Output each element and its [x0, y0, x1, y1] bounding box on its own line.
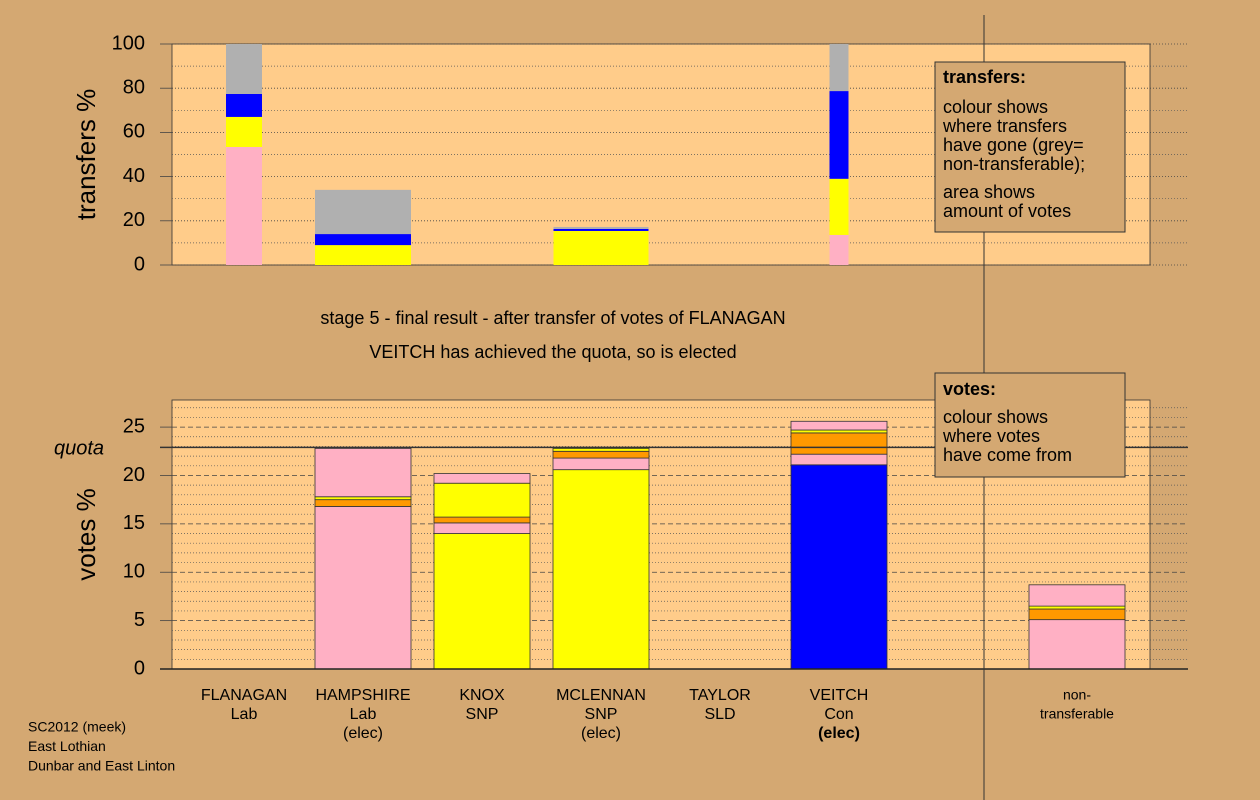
y-tick-label: 5	[134, 609, 145, 631]
bar-segment	[552, 447, 650, 452]
x-tick-label: Lab	[231, 706, 258, 723]
bar-segment	[315, 234, 411, 246]
footer-text: East Lothian	[28, 738, 106, 754]
bar-segment	[315, 245, 411, 265]
y-tick-label: 15	[123, 512, 145, 534]
x-tick-label: SNP	[466, 706, 499, 723]
y-tick-label: 10	[123, 561, 145, 583]
note-text: where votes	[942, 426, 1040, 446]
note-text: have gone (grey=	[943, 135, 1084, 155]
bar-segment	[1028, 608, 1126, 621]
note-heading: transfers:	[943, 67, 1026, 87]
bar-segment	[790, 453, 888, 466]
note-text: colour shows	[943, 97, 1048, 117]
y-tick-label: 100	[112, 32, 145, 54]
note-text: non-transferable);	[943, 154, 1085, 174]
x-tick-label: FLANAGAN	[201, 687, 287, 704]
bar-segment	[314, 496, 412, 501]
x-tick-label: TAYLOR	[689, 687, 751, 704]
y-tick-label: 25	[123, 415, 145, 437]
note-text: amount of votes	[943, 201, 1071, 221]
bar-segment	[829, 234, 849, 265]
bar-segment	[1028, 605, 1126, 610]
footer-text: SC2012 (meek)	[28, 719, 126, 735]
bar-segment	[226, 116, 262, 147]
bar-segment	[315, 189, 411, 235]
bar-segment	[433, 533, 531, 670]
bar-segment	[433, 482, 531, 518]
x-tick-label: (elec)	[818, 725, 860, 742]
bar-segment	[1028, 584, 1126, 607]
bar-segment	[552, 450, 650, 459]
bar-segment	[314, 506, 412, 670]
x-tick-label: transferable	[1040, 706, 1114, 722]
bar-segment	[790, 464, 888, 670]
bar-segment	[553, 228, 649, 231]
quota-label: quota	[54, 438, 104, 460]
y-tick-label: 60	[123, 121, 145, 143]
x-tick-label: SLD	[704, 706, 735, 723]
bar-segment	[829, 44, 849, 92]
chart-subtitle: VEITCH has achieved the quota, so is ele…	[369, 342, 736, 362]
x-tick-label: (elec)	[581, 725, 621, 742]
bar-segment	[829, 178, 849, 235]
x-tick-label: VEITCH	[810, 687, 869, 704]
bar-segment	[552, 457, 650, 471]
bar-segment	[1028, 619, 1126, 670]
bar-segment	[433, 473, 531, 484]
y-axis-label: transfers %	[71, 89, 101, 221]
note-heading: votes:	[943, 379, 996, 399]
y-axis-label: votes %	[71, 488, 101, 581]
x-tick-label: SNP	[585, 706, 618, 723]
bar-segment	[226, 93, 262, 117]
x-tick-label: (elec)	[343, 725, 383, 742]
bar-segment	[552, 469, 650, 670]
note-box	[934, 61, 1126, 233]
y-tick-label: 0	[134, 253, 145, 275]
x-tick-label: MCLENNAN	[556, 687, 646, 704]
y-tick-label: 20	[123, 464, 145, 486]
y-tick-label: 40	[123, 165, 145, 187]
footer-text: Dunbar and East Linton	[28, 758, 175, 774]
bar-segment	[433, 516, 531, 524]
bar-segment	[790, 420, 888, 431]
bar-segment	[226, 44, 262, 94]
note-text: colour shows	[943, 407, 1048, 427]
note-box	[934, 372, 1126, 478]
bar-segment	[226, 146, 262, 265]
note-text: have come from	[943, 445, 1072, 465]
x-tick-label: HAMPSHIRE	[315, 687, 410, 704]
x-tick-label: Con	[824, 706, 853, 723]
bar-segment	[790, 432, 888, 455]
note-text: area shows	[943, 182, 1035, 202]
x-tick-label: non-	[1063, 687, 1091, 703]
bar-segment	[553, 230, 649, 265]
bar-segment	[433, 522, 531, 534]
bar-segment	[314, 499, 412, 507]
chart-title: stage 5 - final result - after transfer …	[320, 308, 785, 328]
bar-segment	[553, 226, 649, 229]
bar-segment	[790, 429, 888, 434]
note-text: where transfers	[942, 116, 1067, 136]
bar-segment	[314, 447, 412, 498]
y-tick-label: 20	[123, 209, 145, 231]
x-tick-label: Lab	[350, 706, 377, 723]
y-tick-label: 80	[123, 76, 145, 98]
x-tick-label: KNOX	[459, 687, 505, 704]
bar-segment	[829, 91, 849, 179]
y-tick-label: 0	[134, 657, 145, 679]
